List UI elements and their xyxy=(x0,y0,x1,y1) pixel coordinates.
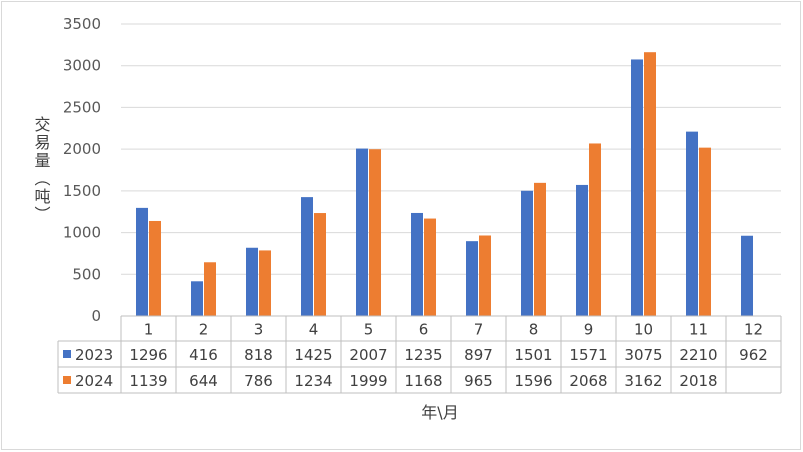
data-label-2023-7: 897 xyxy=(464,346,493,364)
x-tick-label: 11 xyxy=(689,321,708,339)
bar-2023-5 xyxy=(356,148,368,316)
y-tick-label: 3500 xyxy=(63,15,101,33)
bar-2024-1 xyxy=(149,220,161,316)
bar-2024-9 xyxy=(589,143,601,316)
x-tick-label: 2 xyxy=(199,321,209,339)
bar-2023-7 xyxy=(466,241,478,316)
legend-label-2023: 2023 xyxy=(75,346,113,364)
legend-label-2024: 2024 xyxy=(75,372,113,390)
x-tick-label: 7 xyxy=(474,321,484,339)
x-tick-label: 9 xyxy=(584,321,594,339)
bar-2023-3 xyxy=(246,247,258,316)
bar-2023-1 xyxy=(136,207,148,316)
bar-2023-10 xyxy=(631,59,643,316)
bar-2024-6 xyxy=(424,218,436,316)
data-label-2023-12: 962 xyxy=(739,346,768,364)
x-tick-label: 3 xyxy=(254,321,264,339)
x-axis-title: 年\月 xyxy=(421,403,458,422)
bar-2024-7 xyxy=(479,235,491,316)
data-label-2024-11: 2018 xyxy=(679,372,717,390)
bar-2024-8 xyxy=(534,182,546,316)
bar-2023-11 xyxy=(686,131,698,316)
data-label-2023-10: 3075 xyxy=(624,346,662,364)
bar-2023-12 xyxy=(741,235,753,316)
data-label-2023-4: 1425 xyxy=(294,346,332,364)
x-tick-label: 10 xyxy=(634,321,653,339)
bar-2024-5 xyxy=(369,149,381,316)
bar-2023-4 xyxy=(301,197,313,316)
data-label-2023-3: 818 xyxy=(244,346,273,364)
data-label-2023-5: 2007 xyxy=(349,346,387,364)
y-tick-label: 1000 xyxy=(63,224,101,242)
data-label-2024-4: 1234 xyxy=(294,372,332,390)
data-label-2023-11: 2210 xyxy=(679,346,717,364)
x-tick-label: 5 xyxy=(364,321,374,339)
bar-2023-9 xyxy=(576,184,588,316)
y-tick-label: 0 xyxy=(91,307,101,325)
data-label-2024-1: 1139 xyxy=(129,372,167,390)
data-label-2024-10: 3162 xyxy=(624,372,662,390)
data-label-2024-2: 644 xyxy=(189,372,218,390)
bar-2023-6 xyxy=(411,212,423,316)
data-label-2024-8: 1596 xyxy=(514,372,552,390)
x-tick-label: 1 xyxy=(144,321,154,339)
data-label-2024-6: 1168 xyxy=(404,372,442,390)
y-tick-label: 1500 xyxy=(63,182,101,200)
data-label-2024-9: 2068 xyxy=(569,372,607,390)
y-tick-label: 2000 xyxy=(63,140,101,158)
data-label-2023-2: 416 xyxy=(189,346,218,364)
y-axis-title: 交易量（吨） xyxy=(32,116,51,224)
bar-2023-2 xyxy=(191,281,203,316)
bar-2024-11 xyxy=(699,147,711,316)
y-tick-label: 500 xyxy=(72,265,101,283)
bar-2023-8 xyxy=(521,190,533,316)
data-label-2024-5: 1999 xyxy=(349,372,387,390)
y-tick-label: 2500 xyxy=(63,98,101,116)
y-tick-label: 3000 xyxy=(63,57,101,75)
data-label-2023-6: 1235 xyxy=(404,346,442,364)
x-tick-label: 6 xyxy=(419,321,429,339)
x-tick-label: 8 xyxy=(529,321,539,339)
data-label-2023-9: 1571 xyxy=(569,346,607,364)
bar-2024-10 xyxy=(644,52,656,317)
legend-key-2024 xyxy=(63,376,71,384)
bar-2024-3 xyxy=(259,250,271,316)
data-label-2024-7: 965 xyxy=(464,372,493,390)
x-tick-label: 4 xyxy=(309,321,319,339)
x-tick-label: 12 xyxy=(744,321,763,339)
bar-2024-4 xyxy=(314,213,326,316)
data-label-2024-3: 786 xyxy=(244,372,273,390)
legend-key-2023 xyxy=(63,350,71,358)
bar-2024-2 xyxy=(204,262,216,316)
data-label-2023-1: 1296 xyxy=(129,346,167,364)
data-label-2023-8: 1501 xyxy=(514,346,552,364)
